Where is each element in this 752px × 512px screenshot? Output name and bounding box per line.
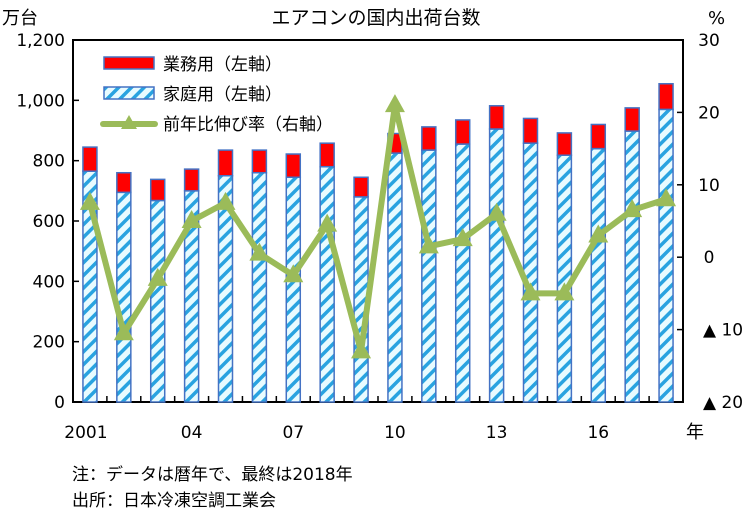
bar-home-2002 [116, 191, 132, 403]
bar-business-2012 [454, 119, 471, 145]
footnote: 注：データは暦年で、最終は2018年 [72, 465, 353, 485]
bar-home-2017 [624, 130, 640, 403]
growth-marker-2018 [656, 188, 677, 207]
growth-marker-2011 [418, 235, 439, 254]
left-tick-label: 600 [33, 212, 65, 232]
growth-marker-2013 [486, 202, 507, 221]
right-axis-unit: % [708, 8, 725, 29]
bar-business-2014 [522, 117, 539, 144]
bar-business-2011 [421, 126, 437, 151]
left-tick-label: 1,000 [16, 91, 65, 111]
right-tick-label: 30 [698, 31, 720, 51]
bar-home-2006 [251, 171, 268, 403]
chart-title: エアコンの国内出荷台数 [271, 7, 480, 29]
bar-business-2018 [658, 82, 674, 111]
growth-marker-2016 [588, 224, 609, 243]
bar-home-2014 [522, 142, 539, 403]
right-tick-label: 0 [704, 248, 715, 268]
x-tick-label: 07 [282, 423, 304, 443]
bar-business-2002 [116, 171, 132, 194]
right-tick-label: 20 [698, 103, 720, 123]
legend-marker-growth [121, 115, 137, 129]
right-tick-label: ▲ 10 [703, 321, 743, 341]
bar-business-2006 [251, 149, 268, 174]
growth-marker-2008 [317, 213, 338, 232]
bar-home-2007 [285, 176, 302, 403]
bar-business-2016 [590, 123, 607, 150]
bar-business-2008 [319, 142, 335, 168]
bar-home-2018 [658, 108, 674, 403]
x-tick-label: 16 [587, 423, 609, 443]
bar-home-2011 [421, 149, 437, 403]
growth-marker-2004 [181, 210, 202, 228]
bar-business-2003 [149, 178, 166, 202]
x-tick-label: 04 [181, 423, 203, 443]
legend-swatch-business [103, 56, 155, 70]
bar-business-2007 [285, 153, 302, 179]
x-tick-label: 2001 [64, 423, 107, 443]
bar-business-2017 [624, 107, 640, 132]
left-axis-unit: 万台 [2, 8, 38, 29]
legend-label-business: 業務用（左軸） [163, 55, 282, 75]
bar-business-2009 [353, 176, 369, 198]
left-tick-label: 400 [33, 272, 65, 292]
bar-home-2016 [590, 147, 607, 403]
growth-marker-2014 [520, 282, 541, 301]
left-tick-label: 200 [33, 333, 65, 353]
x-tick-label: 13 [486, 423, 508, 443]
x-axis-unit: 年 [686, 422, 704, 443]
bar-home-2003 [149, 199, 166, 403]
source-note: 出所：日本冷凍空調工業会 [72, 491, 276, 511]
right-tick-label: ▲ 20 [703, 393, 743, 413]
growth-marker-2012 [452, 228, 473, 247]
legend-label-growth: 前年比伸び率（右軸） [163, 115, 333, 135]
growth-marker-2015 [554, 282, 575, 301]
growth-marker-2007 [283, 264, 304, 283]
bar-business-2005 [217, 149, 234, 177]
bar-business-2013 [488, 105, 505, 130]
bar-home-2010 [387, 152, 403, 403]
right-tick-label: 10 [698, 176, 720, 196]
legend-label-home: 家庭用（左軸） [163, 85, 282, 105]
legend-swatch-home [103, 86, 155, 100]
growth-marker-2006 [249, 242, 270, 261]
bar-home-2008 [319, 165, 335, 403]
bar-home-2012 [454, 143, 471, 403]
growth-marker-2010 [384, 94, 405, 113]
x-tick-label: 10 [384, 423, 406, 443]
bar-business-2004 [183, 168, 200, 192]
bar-business-2015 [556, 132, 573, 156]
left-tick-label: 1,200 [16, 31, 65, 51]
bar-home-2013 [488, 128, 505, 403]
bar-home-2015 [556, 154, 573, 403]
growth-marker-2017 [622, 199, 643, 218]
bar-business-2001 [82, 146, 98, 172]
growth-line [87, 104, 667, 353]
growth-marker-2002 [113, 322, 134, 341]
left-tick-label: 0 [54, 393, 65, 413]
growth-marker-2003 [147, 267, 168, 286]
left-tick-label: 800 [33, 152, 65, 172]
growth-marker-2009 [351, 340, 372, 359]
growth-marker-2001 [79, 191, 100, 210]
growth-marker-2005 [215, 191, 236, 210]
legend: 業務用（左軸） 家庭用（左軸） 前年比伸び率（右軸） [100, 55, 333, 135]
